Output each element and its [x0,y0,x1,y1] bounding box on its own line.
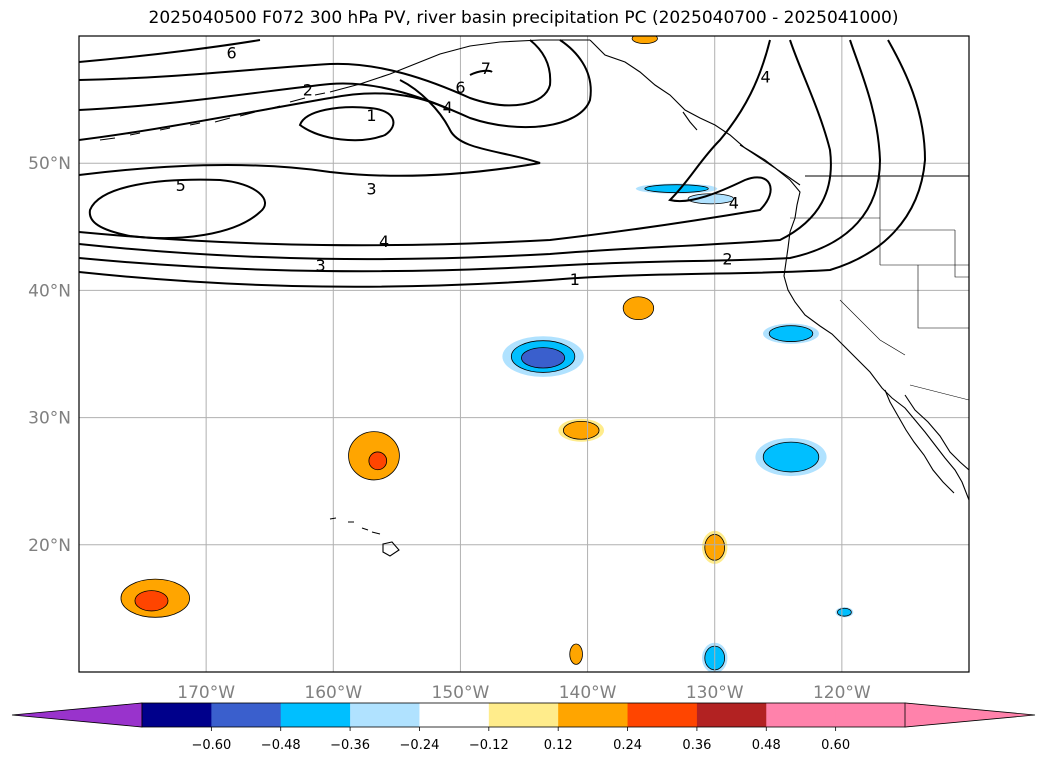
pv-contour-3-upper [79,79,541,177]
precip-region [521,347,566,369]
colorbar-tick-label: 0.36 [682,738,711,753]
contour-label: 6 [226,44,236,63]
precip-region [562,420,600,440]
pv-contour-7 [469,69,493,76]
lat-tick-label: 20°N [28,536,71,556]
contour-label: 2 [722,250,732,269]
contour-label: 1 [570,270,580,289]
coastline-baja [884,389,955,494]
colorbar-tick-label: 0.60 [821,738,850,753]
colorbar-over-arrow [904,702,1036,728]
coastline-layer [99,39,969,557]
colorbar-tick-label: −0.24 [400,738,440,753]
pv-contour-1-closed [298,106,395,142]
lat-tick-label: 50°N [28,154,71,174]
colorbar-segment [280,703,351,727]
coastline-north-america [589,39,969,501]
pv-contour-4 [79,39,772,247]
colorbar-segment [488,703,559,727]
colorbar-segment [835,703,906,727]
coastline-gulf [904,394,969,471]
contour-label: 4 [379,232,389,251]
colorbar-segment [627,703,698,727]
pv-contour-layer [79,39,927,288]
pv-contour-3 [79,39,832,261]
colorbar [11,702,1036,731]
pv-contour-6-top [79,39,261,63]
lon-tick-label: 120°W [813,683,871,703]
colorbar-segment [350,703,420,727]
lat-tick-label: 40°N [28,281,71,301]
pv-contour-5-closed [88,178,267,240]
contour-label: 2 [303,80,313,99]
pv-contour-2-upper [79,92,451,141]
lon-tick-label: 150°W [432,683,490,703]
colorbar-tick-label: 0.24 [613,738,642,753]
colorbar-segment [211,703,282,727]
lat-tick-label: 30°N [28,409,71,429]
longitude-labels: 170°W 160°W 150°W 140°W 130°W 120°W [177,683,871,703]
graticule [79,36,969,672]
colorbar-tick-label: −0.48 [261,738,301,753]
precip-region [837,607,852,617]
precipitation-layer [120,36,854,672]
colorbar-segment [766,703,837,727]
precip-region [768,325,814,342]
state-boundaries [790,176,969,401]
pv-contour-2 [79,39,882,273]
contour-label: 7 [481,59,491,78]
precip-region [762,441,820,473]
colorbar-segment [142,703,212,727]
lon-tick-label: 140°W [559,683,617,703]
map-frame [78,35,970,673]
lon-tick-label: 160°W [304,683,362,703]
contour-label: 1 [366,106,376,125]
colorbar-tick-label: 0.48 [752,738,781,753]
precip-region [368,451,388,471]
contour-label: 3 [315,256,325,275]
colorbar-tick-label: −0.12 [469,738,509,753]
vancouver-island [739,144,801,186]
precip-region [622,296,655,321]
contour-label: 4 [760,68,770,87]
contour-label: 4 [443,98,453,117]
precip-region [569,643,583,665]
pv-contour-4-upper [79,39,592,129]
colorbar-under-arrow [11,702,143,728]
contour-label: 5 [176,176,186,195]
precip-region [134,590,169,612]
contour-label: 6 [455,78,465,97]
colorbar-tick-label: −0.60 [191,738,231,753]
colorbar-segment [696,703,767,727]
colorbar-segment [419,703,490,727]
colorbar-frame [141,702,906,728]
pv-contour-6-upper [79,39,552,107]
precip-region [631,36,658,45]
contour-label: 3 [366,180,376,199]
contour-label: 4 [729,194,739,213]
pv-contour-1 [79,39,927,288]
haida-gwaii [682,111,698,131]
lon-tick-label: 130°W [686,683,744,703]
map-title: 2025040500 F072 300 hPa PV, river basin … [148,8,899,28]
coastline-alaska [329,39,590,93]
colorbar-tick-label: 0.12 [544,738,573,753]
lon-tick-label: 170°W [177,683,235,703]
colorbar-labels: −0.60 −0.48 −0.36 −0.24 −0.12 0.12 0.24 0.36 0.4… [191,738,850,753]
colorbar-tick-label: −0.36 [330,738,370,753]
precip-region [644,184,709,194]
colorbar-segment [558,703,629,727]
latitude-labels: 20°N 30°N 40°N 50°N [28,154,71,556]
hawaii-islands [329,517,400,557]
